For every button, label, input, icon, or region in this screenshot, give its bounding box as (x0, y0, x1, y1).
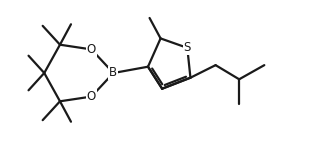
Text: O: O (87, 90, 96, 103)
Text: B: B (109, 66, 117, 80)
Text: O: O (87, 43, 96, 56)
Text: S: S (183, 41, 191, 54)
